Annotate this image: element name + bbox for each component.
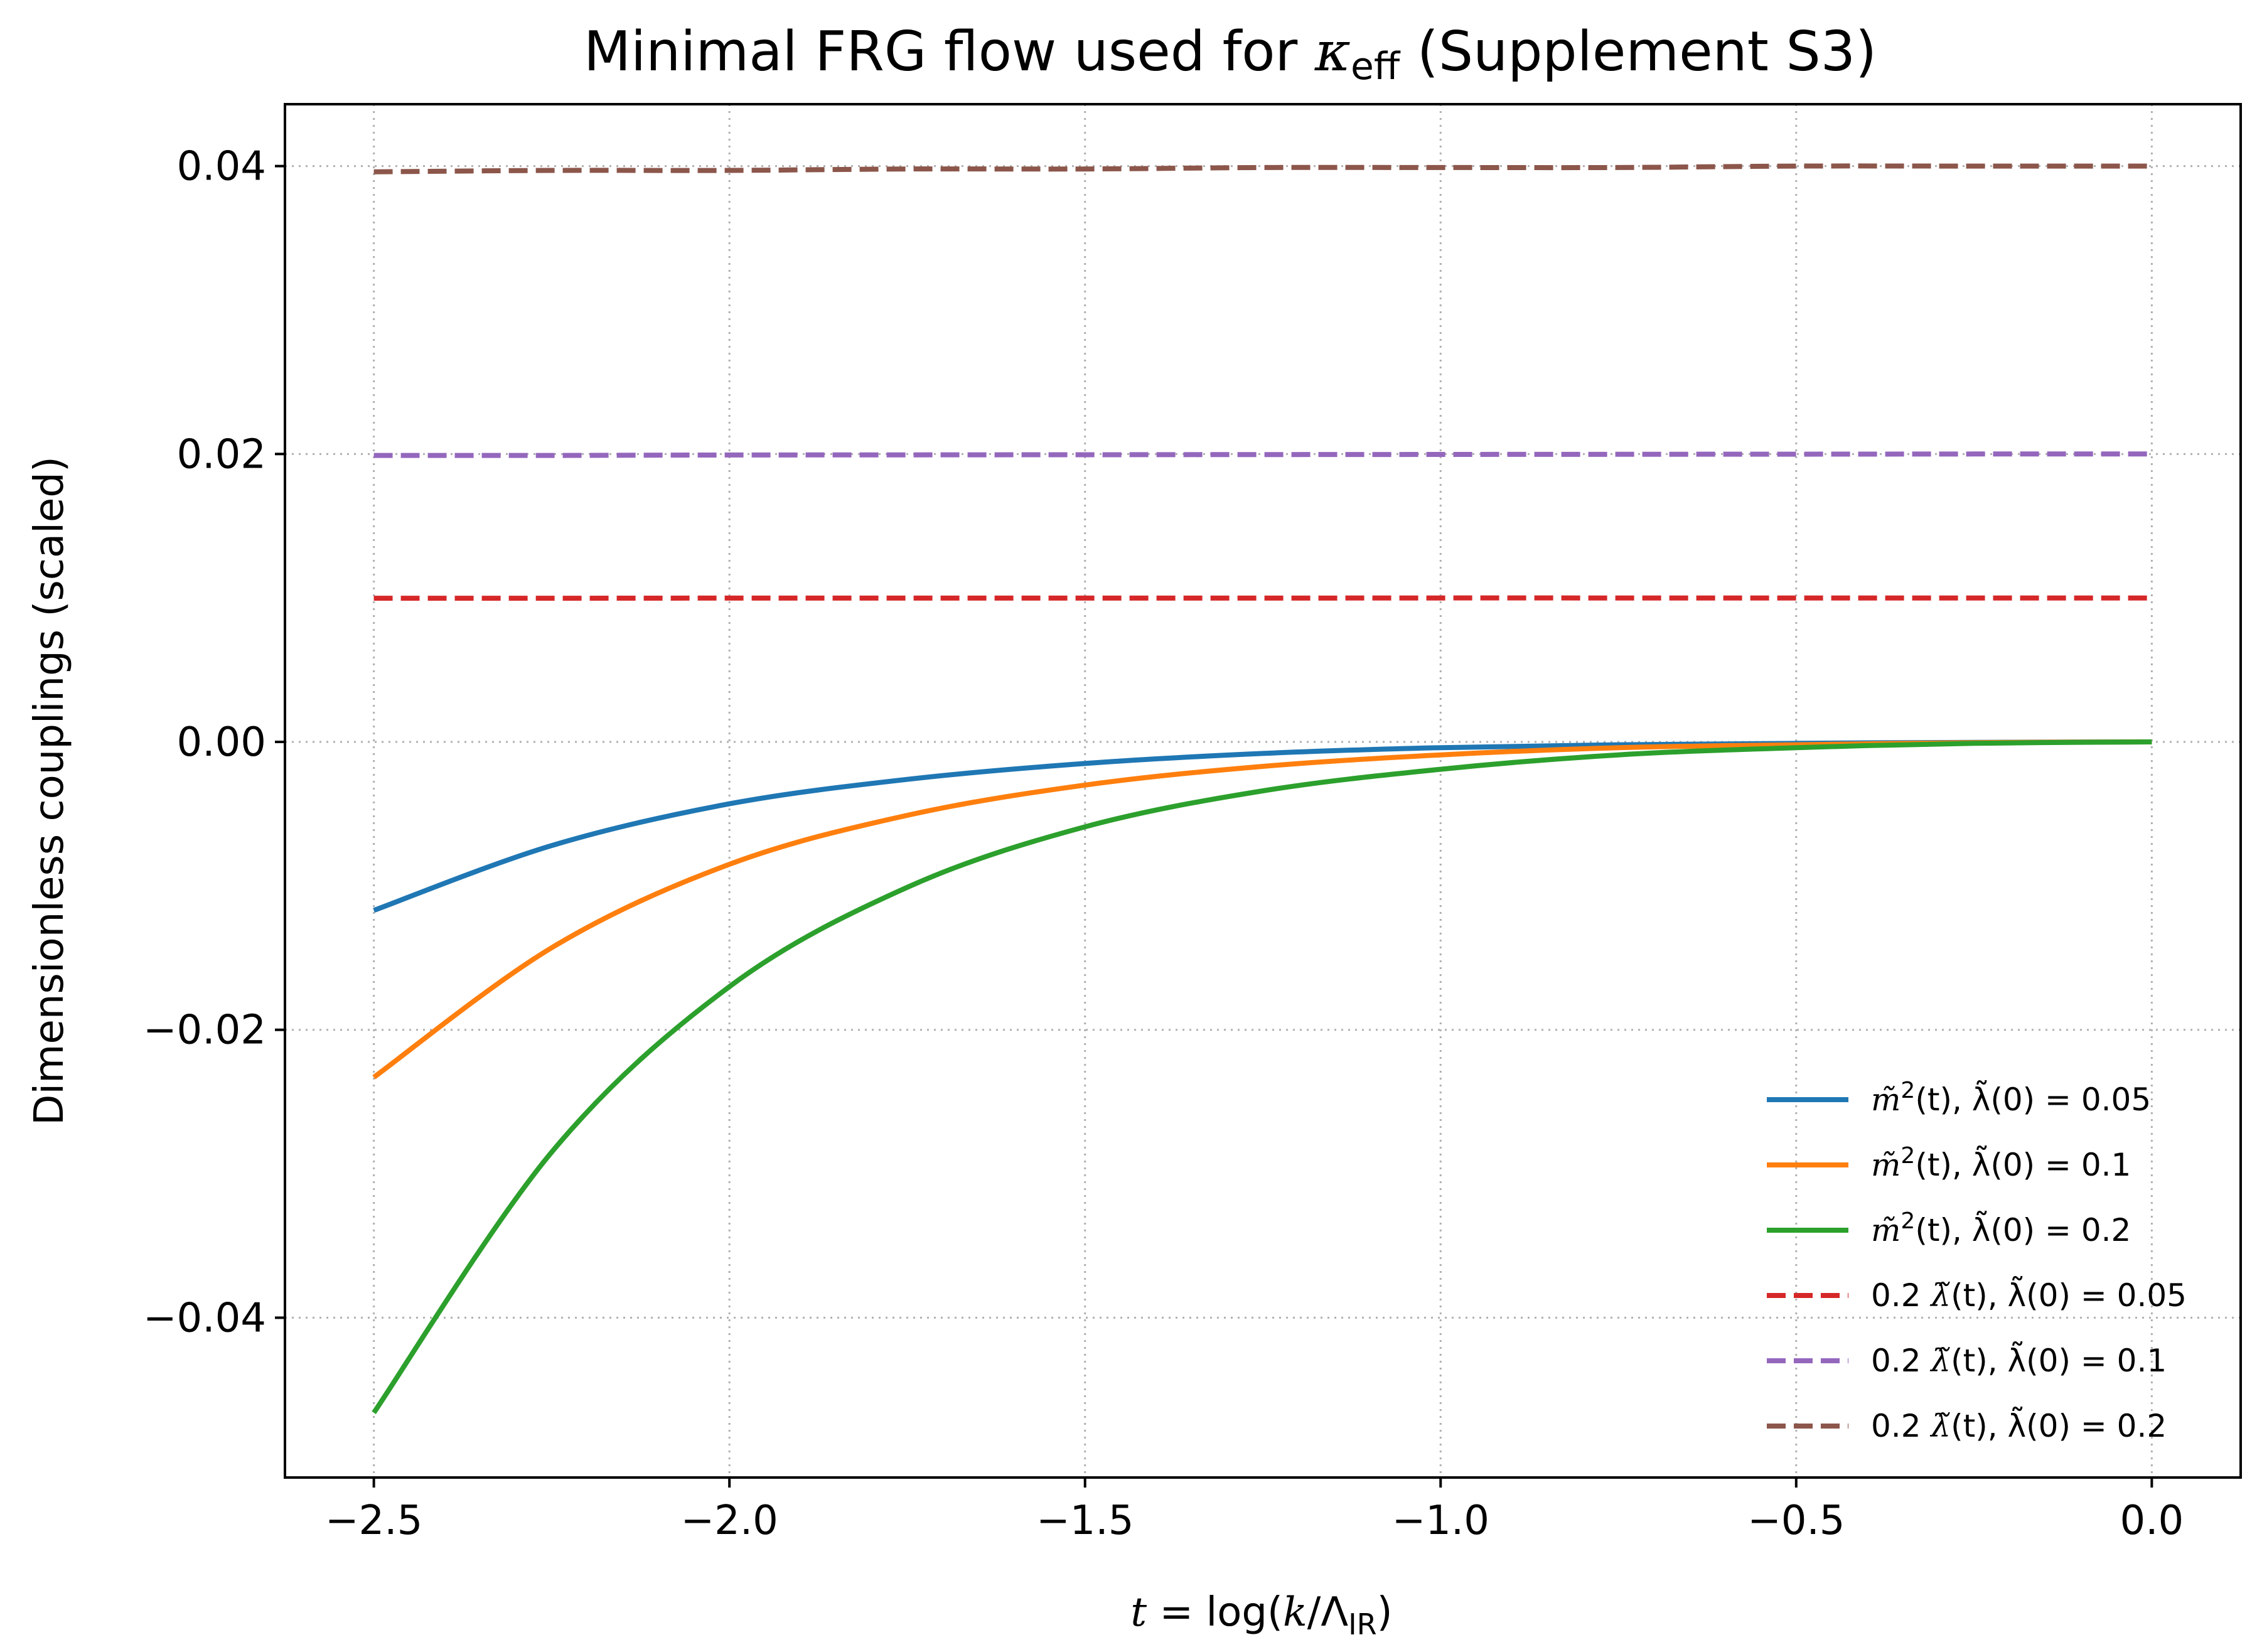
- legend-label-prefix: 0.2: [1871, 1343, 1931, 1379]
- x-axis-label-t: t: [1130, 1589, 1147, 1636]
- x-tick-label: −2.5: [325, 1498, 422, 1544]
- legend-label-rest: (t), λ̃(0) = 0.2: [1951, 1407, 2167, 1444]
- chart-title-subscript: eff: [1351, 45, 1401, 88]
- y-tick-label: −0.04: [143, 1295, 266, 1341]
- legend-label-5: 0.2 λ̃(t), λ̃(0) = 0.1: [1871, 1341, 2167, 1379]
- legend-label-symbol: m̃: [1871, 1212, 1900, 1248]
- y-tick-label: 0.02: [177, 431, 267, 478]
- legend-label-superscript: 2: [1900, 1208, 1915, 1234]
- x-axis-label-sub: IR: [1348, 1607, 1377, 1641]
- y-axis-label: Dimensionless couplings (scaled): [26, 456, 73, 1125]
- plot-frame: [284, 103, 2242, 1479]
- legend-label-rest: (t), λ̃(0) = 0.2: [1915, 1211, 2131, 1248]
- legend-label-superscript: 2: [1900, 1143, 1915, 1169]
- x-axis-label: t = log(k/ΛIR): [1130, 1589, 1392, 1641]
- legend-label-1: m̃2(t), λ̃(0) = 0.05: [1871, 1078, 2151, 1118]
- series-lines: [372, 163, 2152, 1415]
- x-tick-label: −1.0: [1392, 1498, 1489, 1544]
- legend-label-3: m̃2(t), λ̃(0) = 0.2: [1871, 1208, 2131, 1248]
- y-tick-label: 0.04: [177, 144, 267, 190]
- legend-label-2: m̃2(t), λ̃(0) = 0.1: [1871, 1143, 2131, 1183]
- x-tick-label: −2.0: [680, 1498, 778, 1544]
- legend-label-symbol: λ̃: [1929, 1343, 1951, 1379]
- y-tick-label: −0.02: [143, 1007, 266, 1054]
- chart-title-tail: (Supplement S3): [1400, 19, 1877, 83]
- series-line-6: [373, 163, 2152, 174]
- legend-label-prefix: 0.2: [1871, 1277, 1931, 1314]
- x-tick-label: −0.5: [1747, 1498, 1845, 1544]
- legend-label-superscript: 2: [1900, 1078, 1915, 1103]
- x-axis-label-eq: = log(: [1147, 1589, 1283, 1636]
- series-line-3: [372, 739, 2152, 1415]
- axis-ticks: −2.5 −2.0 −1.5 −1.0 −0.5 0.0 −0.04 −0.02 0.00 0.0…: [143, 144, 2184, 1544]
- x-axis-label-lambda: /Λ: [1307, 1589, 1349, 1636]
- series-line-5: [373, 451, 2152, 458]
- x-axis-label-k: k: [1283, 1589, 1307, 1636]
- legend-label-symbol: λ̃: [1929, 1408, 1951, 1444]
- legend-label-4: 0.2 λ̃(t), λ̃(0) = 0.05: [1871, 1276, 2187, 1314]
- x-tick-label: 0.0: [2120, 1498, 2184, 1544]
- x-axis-label-close: ): [1377, 1589, 1393, 1636]
- x-tick-label: −1.5: [1036, 1498, 1134, 1544]
- legend-label-rest: (t), λ̃(0) = 0.05: [1915, 1080, 2151, 1118]
- legend-label-rest: (t), λ̃(0) = 0.1: [1915, 1145, 2131, 1183]
- chart-title-symbol: κ: [1314, 19, 1351, 83]
- legend-label-symbol: m̃: [1871, 1147, 1900, 1183]
- chart-title-main: Minimal FRG flow used for: [584, 19, 1315, 83]
- y-tick-label: 0.00: [177, 719, 267, 766]
- legend-label-prefix: 0.2: [1871, 1408, 1931, 1444]
- legend-label-6: 0.2 λ̃(t), λ̃(0) = 0.2: [1871, 1407, 2167, 1444]
- legend-label-symbol: λ̃: [1929, 1277, 1951, 1314]
- legend-label-rest: (t), λ̃(0) = 0.1: [1951, 1341, 2167, 1379]
- legend: m̃2(t), λ̃(0) = 0.05m̃2(t), λ̃(0) = 0.1m…: [1767, 1078, 2187, 1444]
- legend-label-rest: (t), λ̃(0) = 0.05: [1951, 1276, 2187, 1314]
- chart-title: Minimal FRG flow used for κeff (Suppleme…: [584, 19, 1877, 88]
- legend-label-symbol: m̃: [1871, 1081, 1900, 1118]
